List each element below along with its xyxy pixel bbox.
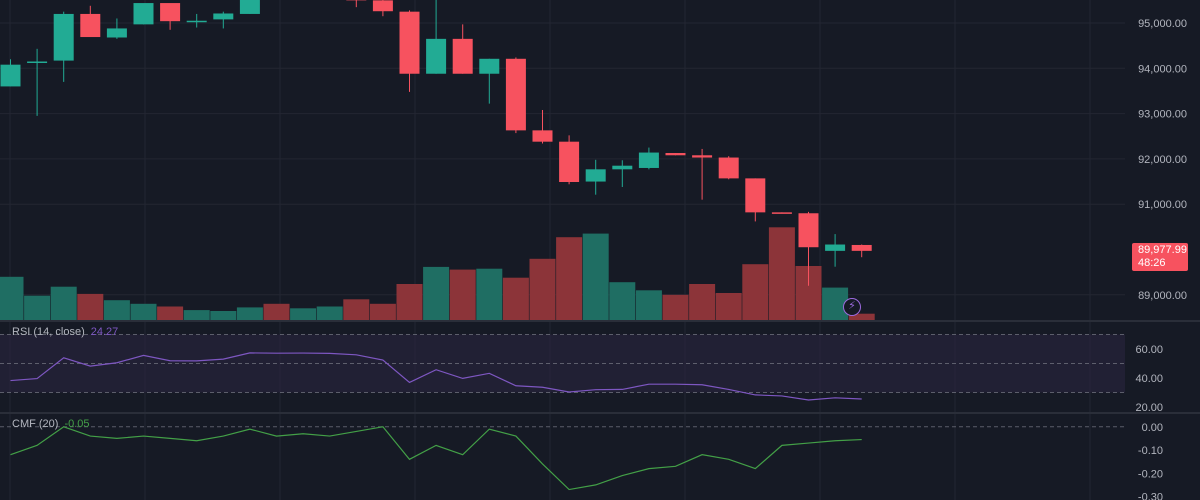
volume-bar (343, 299, 370, 320)
volume-bar (502, 277, 529, 320)
cmf-legend-value: -0.05 (64, 418, 90, 430)
candle (532, 109, 553, 144)
rsi-legend-value: 24.27 (90, 326, 119, 338)
volume-bar (183, 310, 210, 320)
volume-bar (609, 282, 636, 320)
volume-bar (449, 269, 476, 320)
rsi-axis-tick: 20.00 (1135, 402, 1163, 414)
volume-bar (157, 306, 184, 320)
candle (771, 212, 792, 214)
volume-bar (130, 303, 157, 320)
volume-bar (423, 266, 450, 320)
candle (239, 0, 260, 14)
candle (372, 0, 393, 17)
candle (53, 11, 74, 82)
candle (133, 3, 154, 25)
volume-bar (236, 307, 263, 320)
candle (0, 59, 21, 87)
price-axis-tick: 95,000.00 (1138, 18, 1187, 30)
candle (851, 244, 872, 258)
rsi-pane: 60.00 40.00 20.00 (0, 334, 1163, 414)
last-price-label: 89,977.99 (1138, 244, 1187, 256)
candle (213, 11, 234, 29)
price-axis-tick: 89,000.00 (1138, 290, 1187, 302)
volume-bars (0, 227, 875, 320)
cmf-line (10, 426, 862, 491)
cmf-axis-tick: -0.10 (1138, 445, 1163, 457)
candle (745, 178, 766, 222)
rsi-line (10, 352, 862, 401)
volume-bar (396, 284, 423, 320)
price-axis-tick: 92,000.00 (1138, 154, 1187, 166)
candle (479, 58, 500, 104)
volume-bar (582, 233, 609, 320)
candle (452, 24, 473, 74)
cmf-legend-label: CMF (20) (12, 418, 59, 430)
pane-dividers[interactable] (0, 320, 1200, 414)
cmf-pane: 0.00 -0.10 -0.20 -0.30 (0, 422, 1163, 500)
candle (80, 5, 101, 38)
countdown-label: 48:26 (1138, 257, 1166, 269)
volume-bar (556, 237, 583, 320)
volume-bar (768, 227, 795, 320)
rsi-axis-tick: 40.00 (1135, 373, 1163, 385)
volume-bar (848, 313, 875, 320)
volume-bar (316, 306, 343, 320)
candle (399, 10, 420, 92)
candle (106, 18, 127, 39)
candle (186, 13, 207, 28)
candle (559, 135, 580, 185)
candle (27, 48, 48, 116)
volume-bar (742, 264, 769, 320)
candlestick-series (0, 0, 872, 286)
price-axis-tick: 93,000.00 (1138, 109, 1187, 121)
cmf-legend[interactable]: CMF (20) -0.05 (12, 418, 90, 430)
cmf-axis-tick: 0.00 (1142, 422, 1163, 434)
candle (665, 153, 686, 156)
candle (426, 0, 447, 74)
volume-bar (103, 300, 130, 320)
price-axis[interactable]: 95,000.00 94,000.00 93,000.00 92,000.00 91,0… (1138, 18, 1187, 302)
rsi-legend[interactable]: RSI (14, close) 24.27 (12, 326, 118, 338)
volume-bar (24, 295, 51, 320)
volume-bar (263, 303, 290, 320)
candle (638, 147, 659, 170)
candle (505, 57, 526, 134)
cmf-axis-tick: -0.30 (1138, 492, 1163, 500)
rsi-legend-label: RSI (14, close) (12, 326, 85, 338)
candle (346, 0, 367, 8)
volume-bar (77, 293, 104, 320)
candle (718, 156, 739, 180)
volume-bar (369, 303, 396, 320)
candle (692, 148, 713, 200)
volume-bar (50, 286, 77, 320)
candle (798, 211, 819, 286)
rsi-axis-tick: 60.00 (1135, 344, 1163, 356)
volume-bar (476, 268, 503, 320)
volume-bar (662, 294, 689, 320)
candle (160, 3, 181, 30)
volume-bar (689, 284, 716, 320)
volume-bar (210, 311, 237, 320)
price-axis-tick: 91,000.00 (1138, 199, 1187, 211)
price-axis-tick: 94,000.00 (1138, 63, 1187, 75)
volume-bar (715, 293, 742, 320)
lightning-icon[interactable]: ⚡ (843, 298, 861, 316)
volume-bar (290, 308, 317, 320)
candle (612, 160, 633, 187)
candle (825, 234, 846, 267)
volume-bar (529, 258, 556, 320)
cmf-axis-tick: -0.20 (1138, 468, 1163, 480)
volume-bar (0, 276, 24, 320)
last-price-badge: 89,977.99 48:26 (1132, 243, 1188, 271)
volume-bar (635, 290, 662, 320)
candle (585, 159, 606, 195)
